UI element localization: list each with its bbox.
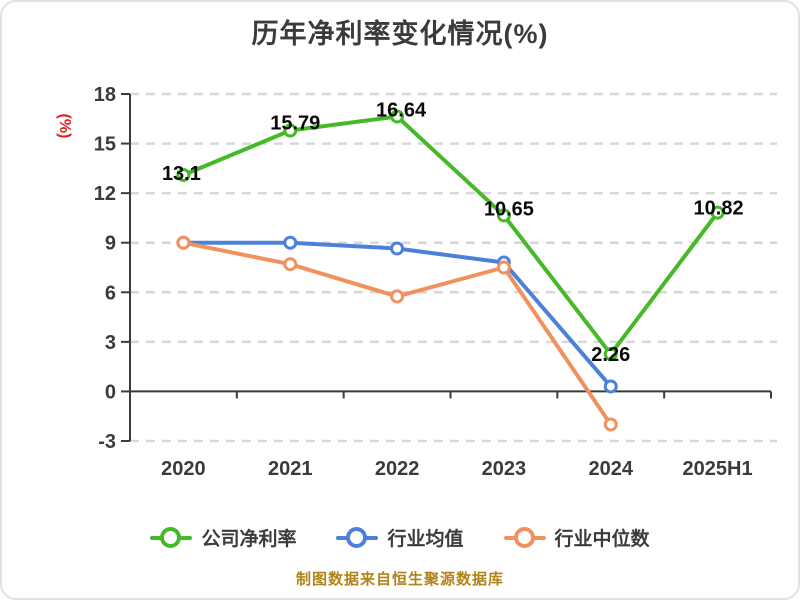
chart-title: 历年净利率变化情况(%) <box>251 19 549 49</box>
y-tick-label: 3 <box>105 332 116 354</box>
legend-label-industry-average: 行业均值 <box>387 529 464 550</box>
y-tick-label: 9 <box>105 233 116 255</box>
legend-marker-blue-icon <box>336 527 379 548</box>
x-tick-label: 2023 <box>482 458 527 480</box>
data-point <box>496 208 511 223</box>
x-tick-label: 2022 <box>375 458 420 480</box>
data-label: 15.79 <box>270 113 320 135</box>
data-point <box>710 205 725 220</box>
x-tick-label: 2024 <box>589 458 634 480</box>
x-tick-label: 2025H1 <box>683 458 753 480</box>
data-point <box>390 109 405 124</box>
data-label: 2.26 <box>591 344 630 366</box>
legend-marker-green-icon <box>150 527 193 548</box>
y-tick-label: -3 <box>98 431 116 453</box>
legend-label-company-net-margin: 公司净利率 <box>201 529 297 550</box>
data-point <box>390 241 405 256</box>
legend-marker-orange-icon <box>503 527 546 548</box>
data-label: 16.64 <box>376 99 427 121</box>
legend-item-industry-average[interactable]: 行业均值 <box>336 524 464 551</box>
data-point <box>283 235 298 250</box>
y-tick-label: 15 <box>94 134 116 156</box>
legend-item-industry-median[interactable]: 行业中位数 <box>503 524 650 551</box>
data-point <box>496 260 511 275</box>
x-tick-label: 2021 <box>268 458 313 480</box>
series-line-1 <box>181 240 613 389</box>
legend-item-company-net-margin[interactable]: 公司净利率 <box>150 524 296 551</box>
y-tick-label: 0 <box>105 381 116 403</box>
y-tick-label: 6 <box>105 282 116 304</box>
legend: 公司净利率 行业均值 行业中位数 <box>2 524 798 551</box>
series-line-0 <box>181 114 720 357</box>
data-label: 13.1 <box>162 163 201 185</box>
data-label: 10.65 <box>484 198 534 220</box>
data-point <box>603 347 618 362</box>
data-point <box>283 123 298 138</box>
y-tick-label: 18 <box>94 84 116 106</box>
legend-label-industry-median: 行业中位数 <box>554 529 650 550</box>
x-tick-label: 2020 <box>161 458 206 480</box>
data-point <box>603 417 618 432</box>
data-label: 10.82 <box>694 198 744 220</box>
data-source-note: 制图数据来自恒生聚源数据库 <box>295 571 504 588</box>
data-point <box>176 235 191 250</box>
y-tick-label: 12 <box>94 183 116 205</box>
data-point <box>176 167 191 182</box>
data-point <box>283 257 298 272</box>
data-point <box>603 379 618 394</box>
data-point <box>390 289 405 304</box>
